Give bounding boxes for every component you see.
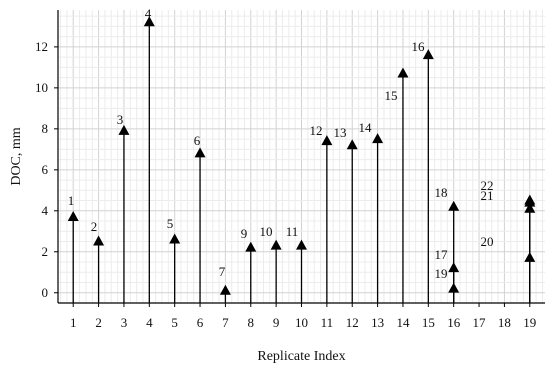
data-label: 5 xyxy=(167,216,174,231)
y-tick-label: 10 xyxy=(35,80,48,95)
data-label: 9 xyxy=(241,226,248,241)
data-label: 11 xyxy=(286,224,299,239)
data-label: 7 xyxy=(219,264,226,279)
x-tick-label: 6 xyxy=(197,315,204,330)
x-tick-label: 14 xyxy=(396,315,410,330)
data-label: 2 xyxy=(91,219,98,234)
data-label: 14 xyxy=(359,120,373,135)
data-label: 18 xyxy=(435,185,448,200)
data-label: 16 xyxy=(412,39,426,54)
triangle-marker xyxy=(194,147,206,158)
data-label: 13 xyxy=(334,125,347,140)
data-label: 6 xyxy=(194,133,201,148)
y-tick-label: 6 xyxy=(42,162,49,177)
triangle-marker xyxy=(219,284,231,295)
triangle-marker xyxy=(524,196,536,207)
x-tick-label: 11 xyxy=(321,315,334,330)
y-tick-label: 2 xyxy=(42,244,49,259)
triangle-marker xyxy=(143,16,155,27)
x-tick-label: 19 xyxy=(523,315,536,330)
triangle-marker xyxy=(448,200,460,211)
x-tick-label: 12 xyxy=(346,315,359,330)
x-tick-label: 18 xyxy=(498,315,511,330)
triangle-marker xyxy=(321,135,333,146)
data-label: 21 xyxy=(481,188,494,203)
y-tick-label: 4 xyxy=(42,203,49,218)
triangle-marker xyxy=(448,262,460,273)
triangle-marker xyxy=(524,202,536,213)
x-tick-label: 3 xyxy=(121,315,128,330)
data-label: 12 xyxy=(310,123,323,138)
triangle-marker xyxy=(245,241,257,252)
x-tick-label: 8 xyxy=(248,315,255,330)
triangle-marker xyxy=(118,124,130,135)
triangle-marker xyxy=(372,133,384,144)
x-axis-title: Replicate Index xyxy=(257,349,345,364)
x-tick-label: 7 xyxy=(222,315,229,330)
x-tick-label: 16 xyxy=(447,315,461,330)
y-axis-title: DOC, mm xyxy=(9,127,24,185)
triangle-marker xyxy=(397,67,409,78)
triangle-marker xyxy=(169,233,181,244)
data-label: 17 xyxy=(435,247,449,262)
x-tick-label: 5 xyxy=(171,315,178,330)
data-label: 10 xyxy=(260,224,273,239)
y-tick-label: 0 xyxy=(42,285,49,300)
data-label: 4 xyxy=(145,6,152,21)
triangle-marker xyxy=(93,235,105,246)
data-label: 22 xyxy=(481,178,494,193)
x-tick-label: 2 xyxy=(95,315,102,330)
y-tick-label: 12 xyxy=(35,39,48,54)
x-tick-label: 15 xyxy=(422,315,435,330)
triangle-marker xyxy=(67,210,79,221)
y-tick-label: 8 xyxy=(42,121,49,136)
triangle-marker xyxy=(448,282,460,293)
triangle-marker xyxy=(270,239,282,250)
x-tick-label: 1 xyxy=(70,315,77,330)
data-label: 19 xyxy=(435,266,448,281)
data-label: 3 xyxy=(117,112,124,127)
x-tick-label: 10 xyxy=(295,315,308,330)
data-label: 15 xyxy=(385,88,398,103)
x-tick-label: 13 xyxy=(371,315,384,330)
x-tick-label: 9 xyxy=(273,315,280,330)
data-markers xyxy=(67,16,536,295)
triangle-marker xyxy=(346,139,358,150)
triangle-marker xyxy=(296,239,307,250)
data-label: 1 xyxy=(68,193,75,208)
triangle-marker xyxy=(422,49,434,60)
triangle-marker xyxy=(524,251,536,262)
x-tick-label: 4 xyxy=(146,315,153,330)
data-label: 20 xyxy=(481,234,494,249)
x-tick-label: 17 xyxy=(473,315,487,330)
